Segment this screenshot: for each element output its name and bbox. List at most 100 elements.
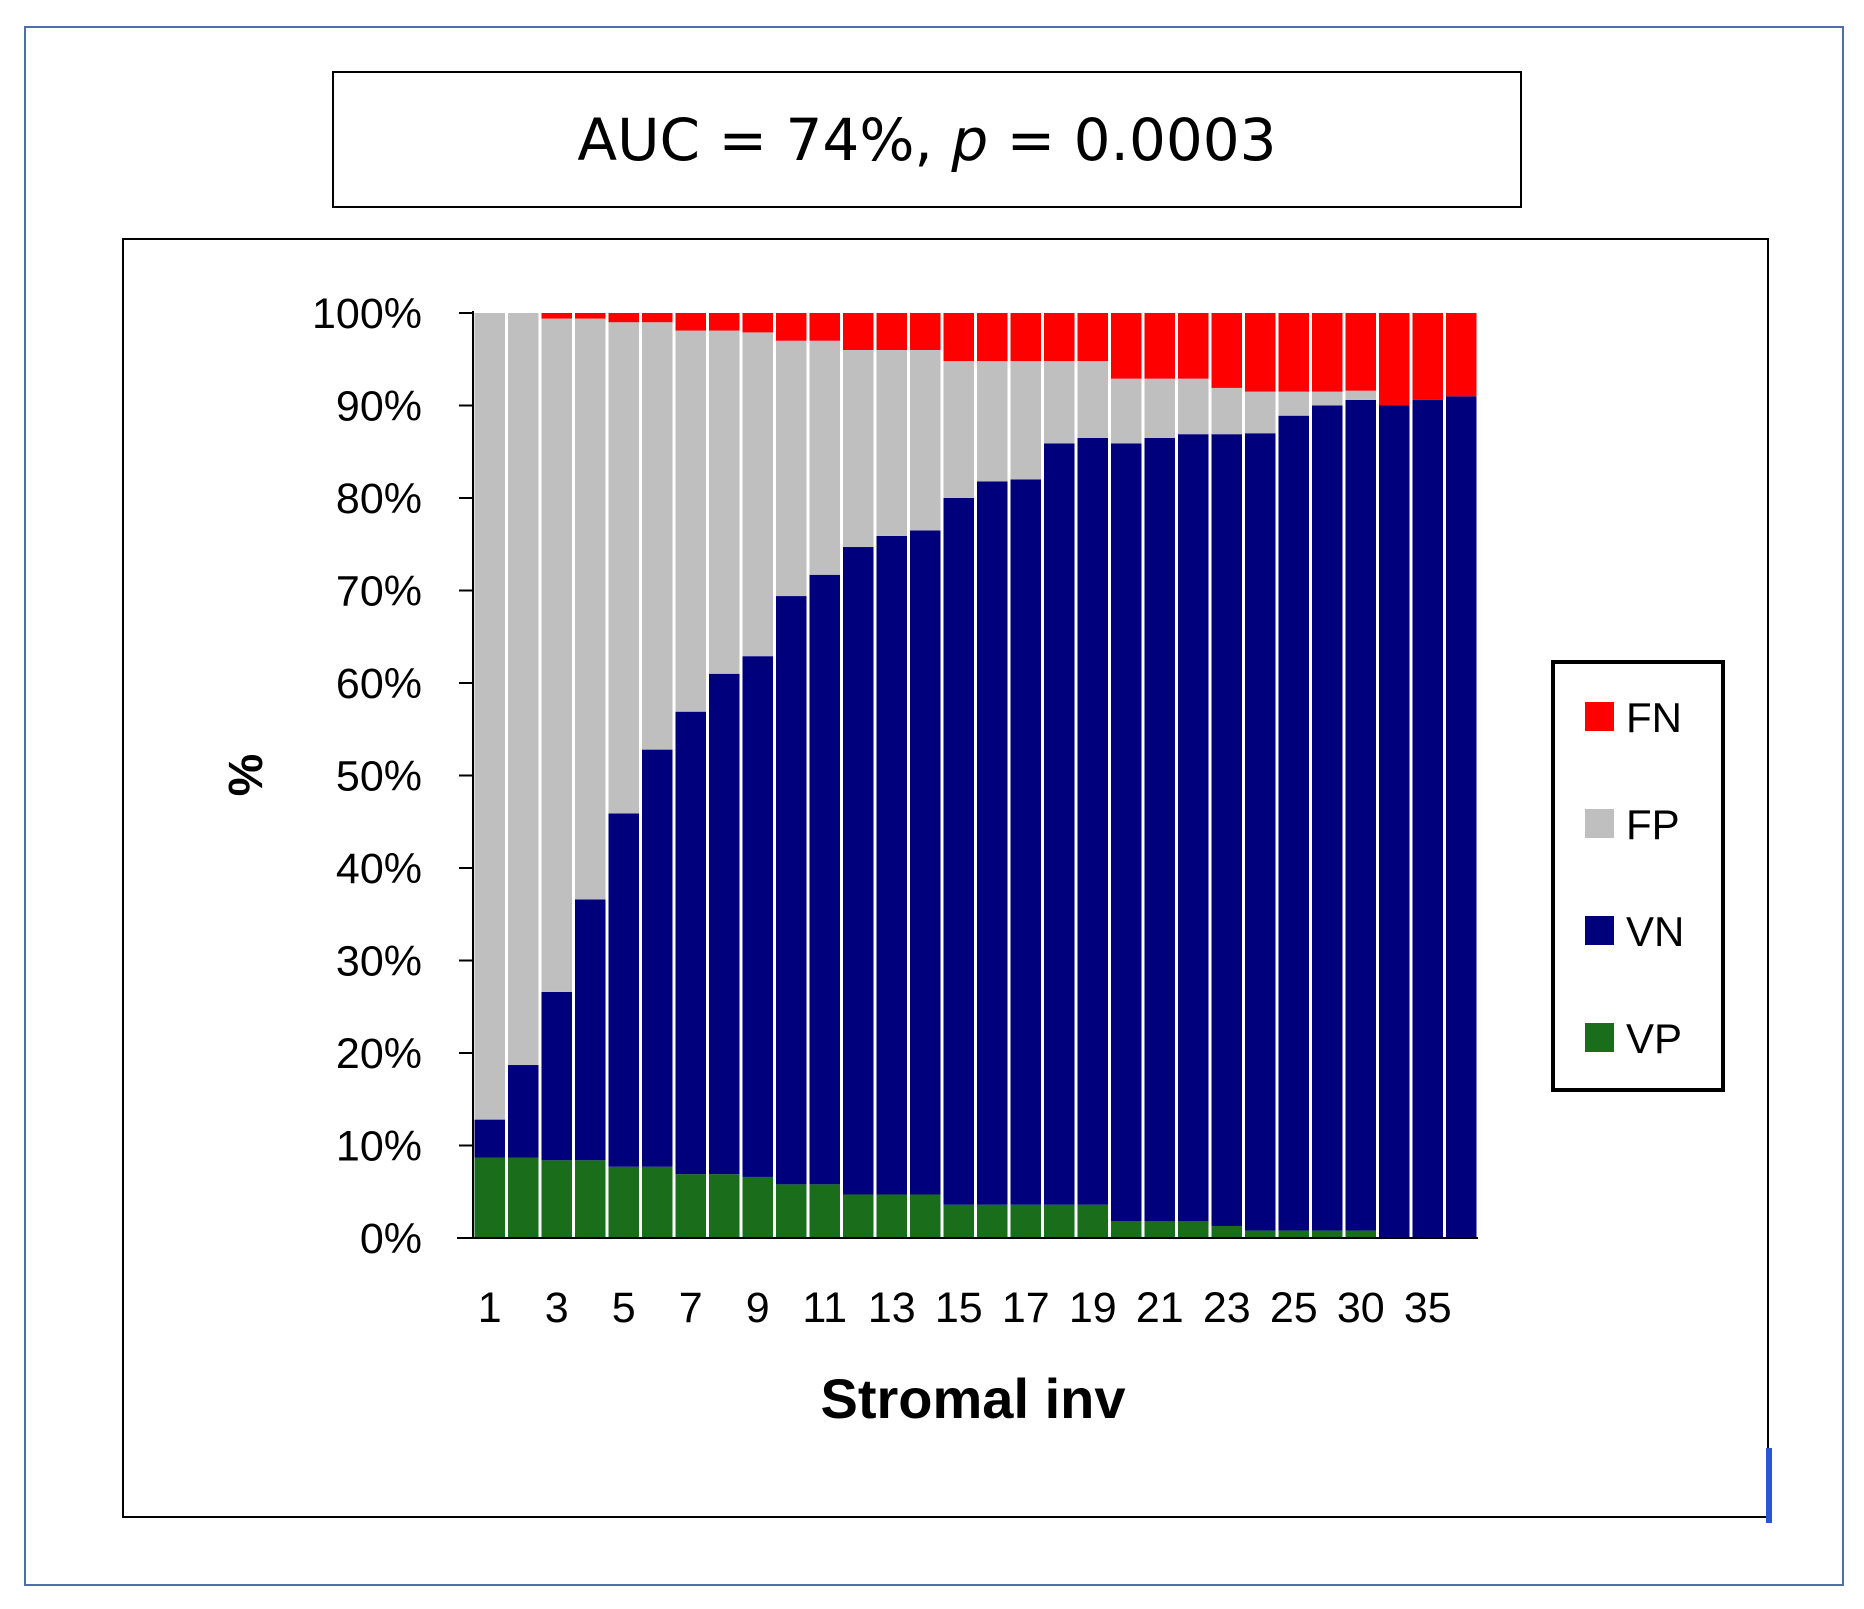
x-tick-label: 23 [1203,1284,1251,1332]
bar-segment-fp [675,330,706,712]
bar-segment-fp [742,332,773,657]
legend-label-fn: FN [1626,694,1682,741]
bar-segment-fp [508,313,539,1066]
y-tick-label: 40% [336,845,422,893]
bar-segment-fn [608,313,639,323]
y-tick-label: 90% [336,383,422,431]
legend-swatch-fn [1585,702,1614,731]
bar-segment-vn [742,656,773,1177]
y-tick-label: 60% [336,660,422,708]
chart-title: AUC = 74%, p = 0.0003 [577,106,1276,174]
bar-segment-fp [943,361,974,498]
bar-segment-fn [1278,313,1309,392]
x-tick-label: 30 [1337,1284,1385,1332]
bar-segment-fp [809,340,840,575]
bar-gap [773,313,776,1238]
bar-segment-vp [1245,1230,1276,1238]
bar-segment-vn [1211,434,1242,1226]
bar-segment-fp [474,313,505,1120]
bar-segment-vp [474,1157,505,1238]
bar-segment-vp [1312,1230,1343,1238]
x-tick-label: 15 [935,1284,983,1332]
bar-segment-vp [1345,1230,1376,1238]
bar-segment-fn [541,313,572,319]
bar-segment-vn [1379,405,1410,1238]
bar-segment-vp [742,1176,773,1238]
y-tick-label: 10% [336,1123,422,1171]
legend-label-fp: FP [1626,801,1680,848]
bar-gap [1443,313,1446,1238]
legend-box [1551,660,1725,1092]
bar-segment-vp [876,1194,907,1238]
bar-segment-vn [943,498,974,1205]
bar-gap [1041,313,1044,1238]
bar-segment-fn [642,313,673,323]
bar-segment-fn [742,313,773,333]
x-tick-label: 25 [1270,1284,1318,1332]
y-tick-label: 20% [336,1030,422,1078]
bar-segment-vp [1144,1221,1175,1238]
bar-segment-fp [1178,378,1209,435]
bar-gap [1074,313,1078,1238]
x-tick-label: 11 [802,1284,847,1332]
bar-segment-vn [1312,405,1343,1231]
bar-segment-fp [1010,361,1041,480]
bar-segment-vp [575,1160,606,1238]
x-tick-labels: 1 3 5 7 9 11 13 15 17 19 21 23 25 30 35 [478,1284,1452,1332]
bar-segment-fn [876,313,907,350]
bar-segment-fn [675,313,706,331]
bar-segment-vn [1245,433,1276,1231]
bar-gap [1141,313,1145,1238]
bar-segment-fn [1211,313,1242,388]
bar-segment-vp [642,1166,673,1238]
title-prefix: AUC = 74%, [577,105,952,174]
y-tick-label: 0% [360,1215,422,1263]
bar-segment-vn [675,711,706,1175]
bar-segment-vn [608,813,639,1167]
bars [474,313,1480,1238]
bar-gap [706,313,709,1238]
bar-gap [1376,313,1379,1238]
bar-segment-fp [876,350,907,536]
y-tick-labels: 0% 10% 20% 30% 40% 50% 60% 70% 80% 90% 100% [312,290,422,1263]
bar-gap [1242,313,1245,1238]
bar-gap [1275,313,1279,1238]
bar-segment-vn [977,481,1008,1205]
x-tick-label: 21 [1136,1284,1184,1332]
title-suffix: = 0.0003 [988,105,1277,174]
bar-segment-vn [1278,415,1309,1231]
y-tick-label: 100% [312,290,422,338]
bar-gap [840,313,843,1238]
bar-segment-fn [1379,313,1410,406]
bar-segment-vp [541,1160,572,1238]
y-tick-label: 50% [336,753,422,801]
bar-segment-vp [1211,1225,1242,1238]
bar-segment-fp [1278,391,1309,416]
bar-segment-vp [1178,1221,1209,1238]
bar-segment-vp [776,1184,807,1238]
bar-segment-fn [1010,313,1041,362]
y-axis-label: % [220,754,273,797]
bar-gap [605,313,609,1238]
bar-segment-fn [1044,313,1075,362]
bar-segment-vn [541,991,572,1161]
bar-gap [538,313,542,1238]
bar-segment-vp [1010,1204,1041,1238]
bar-gap [1476,313,1480,1238]
bar-gap [907,313,910,1238]
bar-segment-vp [1077,1204,1108,1238]
bar-segment-vp [809,1184,840,1238]
bar-gap [1342,313,1346,1238]
bar-segment-vp [1278,1230,1309,1238]
legend-swatch-fp [1585,809,1614,838]
bar-segment-fn [1312,313,1343,392]
x-tick-label: 35 [1404,1284,1452,1332]
title-p-symbol: p [951,105,989,174]
bar-gap [672,313,676,1238]
bar-segment-vn [1044,443,1075,1205]
bar-segment-fn [1345,313,1376,391]
x-axis-label: Stromal inv [821,1367,1126,1430]
bar-gap [1309,313,1312,1238]
figure-frame [24,26,1844,1586]
